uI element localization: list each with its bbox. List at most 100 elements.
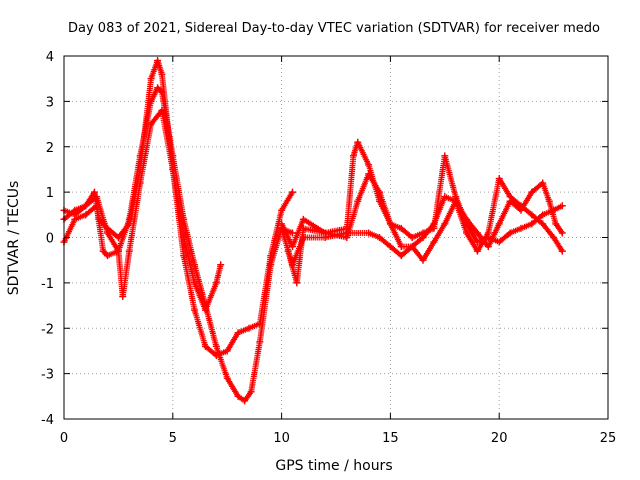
- data-point: [354, 197, 362, 205]
- series-track-1: [60, 84, 296, 405]
- data-point: [154, 84, 162, 92]
- data-point: [256, 338, 264, 346]
- series-track-5: [278, 175, 566, 269]
- data-point: [147, 120, 155, 128]
- data-point: [528, 211, 536, 219]
- data-point: [119, 292, 127, 300]
- data-point: [180, 252, 188, 260]
- data-point: [528, 220, 536, 228]
- y-tick-label: -3: [41, 368, 54, 383]
- data-point: [408, 234, 416, 241]
- ticks: 0 5 10 15 20 25 -4 -3 -2 -1 0 1 2 3 4: [41, 50, 616, 446]
- series-layer: [60, 57, 566, 405]
- data-point: [441, 193, 449, 201]
- data-point: [473, 238, 481, 246]
- x-tick-label: 15: [382, 431, 399, 446]
- data-point: [441, 152, 449, 160]
- data-point: [463, 215, 471, 223]
- data-point: [256, 320, 264, 328]
- data-point: [82, 211, 90, 219]
- data-point: [82, 202, 90, 210]
- data-point: [558, 202, 566, 210]
- data-point: [299, 215, 307, 223]
- y-tick-label: -2: [41, 322, 54, 337]
- y-tick-label: 2: [46, 141, 54, 156]
- data-point: [354, 138, 362, 146]
- data-point: [343, 234, 351, 241]
- data-point: [284, 247, 292, 255]
- data-point: [484, 229, 492, 237]
- data-point: [288, 229, 296, 237]
- data-point: [419, 256, 427, 264]
- data-point: [180, 234, 188, 241]
- data-point: [201, 306, 209, 314]
- y-tick-label: 3: [46, 95, 54, 110]
- data-point: [376, 234, 384, 241]
- data-point: [495, 220, 503, 228]
- data-point: [125, 247, 133, 255]
- data-point: [212, 342, 220, 350]
- data-point: [223, 347, 231, 355]
- data-point: [484, 243, 492, 251]
- data-point: [550, 234, 558, 241]
- x-tick-label: 10: [273, 431, 290, 446]
- data-point: [191, 279, 199, 287]
- data-point: [552, 220, 560, 228]
- y-tick-label: 0: [46, 232, 54, 247]
- y-tick-label: 4: [46, 50, 54, 65]
- data-point: [245, 324, 253, 332]
- data-point: [517, 224, 525, 232]
- data-point: [545, 197, 553, 205]
- data-point: [114, 247, 122, 255]
- data-point: [430, 220, 438, 228]
- data-point: [158, 70, 166, 78]
- data-point: [473, 247, 481, 255]
- data-point: [293, 279, 301, 287]
- x-tick-label: 0: [60, 431, 68, 446]
- data-point: [71, 215, 79, 223]
- data-point: [517, 206, 525, 214]
- data-point: [430, 238, 438, 246]
- data-point: [191, 306, 199, 314]
- x-axis-label: GPS time / hours: [275, 458, 392, 474]
- data-point: [201, 342, 209, 350]
- data-point: [441, 220, 449, 228]
- data-point: [104, 252, 112, 260]
- data-point: [539, 179, 547, 187]
- data-point: [349, 152, 357, 160]
- data-point: [278, 224, 286, 232]
- series-markers: [61, 84, 296, 404]
- data-point: [99, 247, 107, 255]
- series-markers: [278, 175, 566, 268]
- data-point: [386, 220, 394, 228]
- data-point: [365, 229, 373, 237]
- data-point: [473, 229, 481, 237]
- data-point: [212, 351, 220, 359]
- y-tick-label: 1: [46, 186, 54, 201]
- data-point: [506, 197, 514, 205]
- data-point: [397, 252, 405, 260]
- y-tick-label: -1: [41, 277, 54, 292]
- data-point: [376, 188, 384, 196]
- x-tick-label: 5: [169, 431, 177, 446]
- data-point: [452, 197, 460, 205]
- data-point: [158, 106, 166, 114]
- chart-title: Day 083 of 2021, Sidereal Day-to-day VTE…: [68, 21, 600, 36]
- data-point: [539, 211, 547, 219]
- data-point: [558, 247, 566, 255]
- data-point: [234, 329, 242, 337]
- x-tick-label: 20: [491, 431, 508, 446]
- data-point: [154, 57, 162, 65]
- data-point: [104, 224, 112, 232]
- data-point: [136, 179, 144, 187]
- data-point: [93, 202, 101, 210]
- data-point: [365, 170, 373, 178]
- data-point: [397, 224, 405, 232]
- data-point: [528, 188, 536, 196]
- data-point: [90, 188, 98, 196]
- data-point: [267, 252, 275, 260]
- data-point: [397, 243, 405, 251]
- data-point: [495, 238, 503, 246]
- data-point: [408, 243, 416, 251]
